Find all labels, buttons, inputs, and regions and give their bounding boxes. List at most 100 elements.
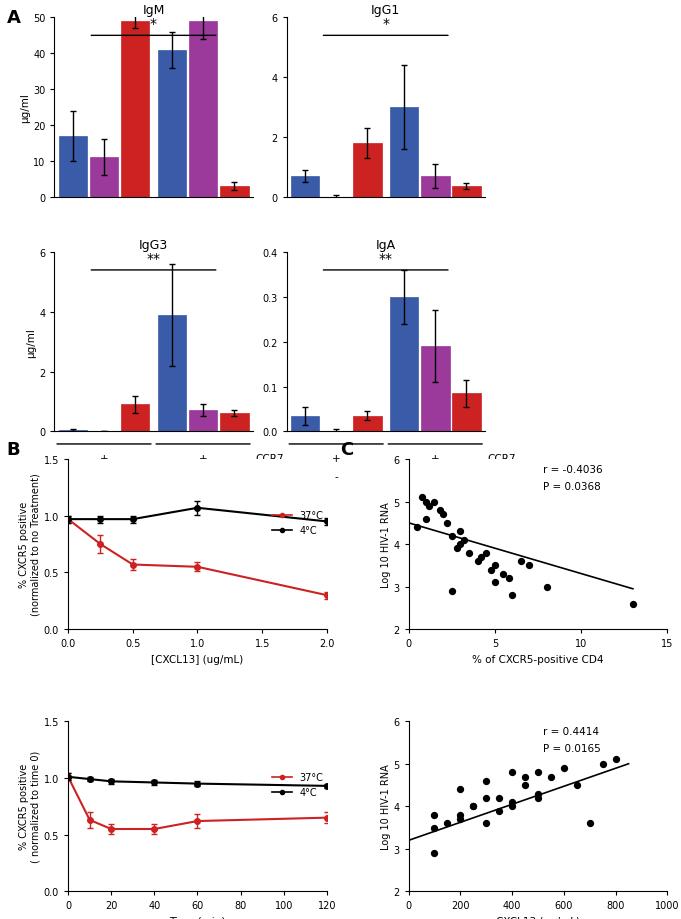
Text: CCR6: CCR6 [488, 489, 516, 499]
Text: r = -0.4036: r = -0.4036 [543, 465, 603, 474]
Bar [291, 176, 319, 198]
Point [558, 761, 569, 776]
Point [446, 528, 457, 543]
Point [481, 790, 492, 805]
Point [420, 494, 431, 509]
Bar [59, 430, 87, 432]
X-axis label: % of CXCR5-positive CD4: % of CXCR5-positive CD4 [472, 654, 604, 664]
Point [468, 799, 479, 814]
Text: +: + [431, 471, 439, 482]
Point [545, 769, 556, 784]
Point [507, 799, 518, 814]
Y-axis label: μg/ml: μg/ml [27, 327, 36, 357]
Point [627, 596, 638, 611]
Text: +: + [431, 453, 439, 463]
Point [452, 541, 462, 556]
Point [490, 575, 501, 590]
Bar [452, 394, 481, 432]
Point [429, 808, 440, 823]
Text: CCR6: CCR6 [255, 489, 284, 499]
Text: +: + [99, 453, 108, 463]
Bar [157, 51, 186, 198]
Text: B: B [7, 441, 20, 459]
Text: *: * [382, 17, 390, 31]
Title: IgM: IgM [142, 5, 165, 17]
Text: r = 0.4414: r = 0.4414 [543, 727, 599, 736]
Point [417, 491, 428, 505]
X-axis label: [CXCL13] (ug/mL): [CXCL13] (ug/mL) [151, 654, 244, 664]
Point [486, 562, 497, 577]
Text: P = 0.0165: P = 0.0165 [543, 743, 601, 754]
Bar [353, 144, 381, 198]
Point [507, 588, 518, 603]
Text: **: ** [379, 251, 393, 266]
Point [446, 584, 457, 598]
Bar [390, 298, 418, 432]
Text: C: C [340, 441, 353, 459]
Text: -: - [102, 471, 106, 482]
Bar [291, 416, 319, 432]
Text: -: - [334, 471, 338, 482]
Y-axis label: Log 10 HIV-1 RNA: Log 10 HIV-1 RNA [381, 502, 390, 587]
Point [464, 546, 475, 561]
Point [584, 816, 595, 831]
Title: IgG1: IgG1 [371, 5, 400, 17]
Point [507, 765, 518, 779]
Text: CCR7: CCR7 [255, 453, 284, 463]
Legend: 37°C, 4°C: 37°C, 4°C [268, 769, 327, 801]
Point [481, 816, 492, 831]
Bar [220, 187, 249, 198]
Point [455, 537, 466, 551]
Y-axis label: μg/ml: μg/ml [20, 93, 30, 123]
Point [533, 787, 543, 801]
Point [455, 808, 466, 823]
Point [472, 554, 483, 569]
Point [494, 803, 505, 818]
Title: IgG3: IgG3 [139, 239, 168, 252]
Text: *: * [150, 17, 157, 31]
Text: +: + [199, 471, 208, 482]
Point [490, 559, 501, 573]
Bar [189, 411, 217, 432]
Bar [220, 414, 249, 432]
Point [429, 494, 440, 509]
Point [524, 559, 535, 573]
Point [468, 799, 479, 814]
Point [481, 774, 492, 789]
Point [438, 507, 449, 522]
Point [571, 777, 582, 792]
Y-axis label: % CXCR5 positive
(normalized to no Treatment): % CXCR5 positive (normalized to no Treat… [19, 473, 41, 616]
Point [503, 571, 514, 586]
Point [458, 533, 469, 548]
Y-axis label: Log 10 HIV-1 RNA: Log 10 HIV-1 RNA [381, 764, 390, 849]
Point [610, 753, 621, 767]
Text: P = 0.0368: P = 0.0368 [543, 482, 601, 492]
Point [455, 782, 466, 797]
Point [412, 520, 423, 535]
Point [533, 765, 543, 779]
Bar [353, 416, 381, 432]
Y-axis label: % CXCR5 positive
( normalized to time 0): % CXCR5 positive ( normalized to time 0) [19, 750, 41, 863]
Point [481, 546, 492, 561]
Bar [157, 315, 186, 432]
Point [442, 816, 453, 831]
Bar [390, 108, 418, 198]
Point [416, 905, 427, 919]
Point [455, 811, 466, 826]
Point [420, 512, 431, 527]
Text: CXCR5: CXCR5 [255, 471, 290, 482]
Bar [189, 22, 217, 198]
Bar [90, 158, 118, 198]
Text: +: + [199, 453, 208, 463]
Bar [421, 346, 449, 432]
Point [429, 845, 440, 860]
Text: +: + [431, 489, 439, 499]
Point [429, 821, 440, 835]
Point [507, 795, 518, 810]
X-axis label: CXCL13 (pg/mL): CXCL13 (pg/mL) [496, 916, 580, 919]
Bar [121, 405, 149, 432]
Legend: 37°C, 4°C: 37°C, 4°C [268, 507, 327, 539]
Point [516, 554, 526, 569]
Text: +: + [199, 489, 208, 499]
Point [533, 790, 543, 805]
